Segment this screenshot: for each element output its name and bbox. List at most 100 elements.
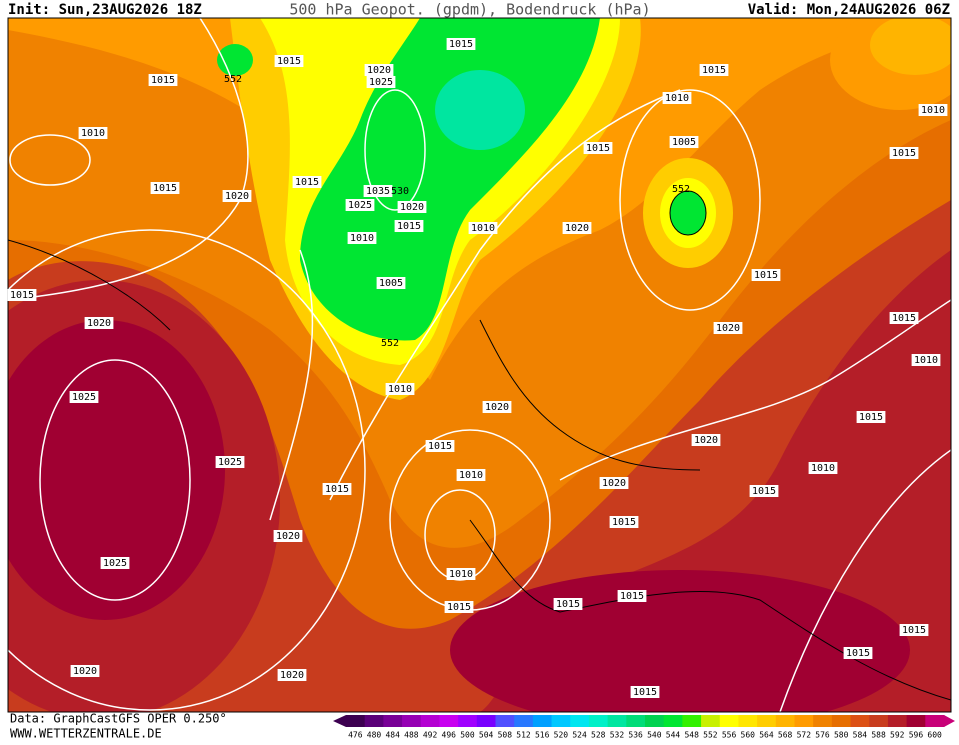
isobar-label-bg: [482, 401, 512, 413]
init-time: Init: Sun,23AUG2026 18Z: [8, 2, 202, 18]
isobar-label-bg: [468, 222, 498, 234]
isobar-label: 1015: [902, 625, 926, 636]
scale-label: 528: [591, 731, 606, 740]
scale-label: 484: [385, 731, 400, 740]
data-source: Data: GraphCastGFS OPER 0.250°: [10, 712, 227, 726]
isobar-label: 1020: [694, 435, 718, 446]
isobar-label-bg: [385, 383, 415, 395]
isobar-label: 1025: [72, 392, 96, 403]
isobar-label-bg: [148, 74, 178, 86]
isobar-label: 1015: [754, 270, 778, 281]
scale-label: 520: [554, 731, 569, 740]
website: WWW.WETTERZENTRALE.DE: [10, 727, 162, 741]
isobar-label: 1015: [556, 599, 580, 610]
scale-label: 580: [834, 731, 849, 740]
isobar-label: 1005: [379, 278, 403, 289]
isobar-label-bg: [397, 201, 427, 213]
map-title: 500 hPa Geopot. (gpdm), Bodendruck (hPa): [289, 1, 650, 19]
scale-label: 496: [442, 731, 457, 740]
isobar-label-bg: [274, 55, 304, 67]
isobar-label: 1015: [892, 313, 916, 324]
scale-swatch: [887, 715, 908, 727]
isobar-label: 1015: [10, 290, 34, 301]
isobar-label: 552: [672, 184, 690, 195]
scale-swatch: [850, 715, 870, 727]
isobar-label: 1015: [397, 221, 421, 232]
scale-label: 512: [516, 731, 531, 740]
map: [7, 17, 952, 713]
isobar-label: 552: [224, 74, 242, 85]
isobar-label: 1010: [811, 463, 835, 474]
isobar-label: 1020: [280, 670, 304, 681]
isobar-label: 1010: [471, 223, 495, 234]
isobar-label-bg: [456, 469, 486, 481]
isobar-label-bg: [918, 104, 948, 116]
isobar-label-bg: [7, 289, 37, 301]
scale-label: 544: [666, 731, 681, 740]
scale-label: 588: [871, 731, 886, 740]
scale-label: 572: [797, 731, 812, 740]
isobar-label: 1010: [914, 355, 938, 366]
isobar-label: 1015: [151, 75, 175, 86]
scale-label: 584: [853, 731, 868, 740]
scale-swatch: [925, 715, 945, 727]
scale-label: 576: [815, 731, 830, 740]
isobar-label-bg: [856, 411, 886, 423]
isobar-label-bg: [446, 568, 476, 580]
scale-swatch: [402, 715, 422, 727]
scale-label: 564: [759, 731, 774, 740]
isobar-label: 552: [381, 338, 399, 349]
isobar-label: 1020: [87, 318, 111, 329]
scale-swatch: [346, 715, 366, 727]
scale-label: 504: [479, 731, 494, 740]
isobar-label: 1015: [620, 591, 644, 602]
isobar-label: 1015: [633, 687, 657, 698]
scale-swatch: [420, 715, 440, 727]
isobar-label-bg: [394, 220, 424, 232]
scale-swatch: [906, 715, 926, 727]
scale-label: 532: [610, 731, 625, 740]
isobar-label-bg: [713, 322, 743, 334]
isobar-label-bg: [150, 182, 180, 194]
isobar-label: 1025: [348, 200, 372, 211]
isobar-label-bg: [363, 185, 393, 197]
scale-swatch: [775, 715, 795, 727]
scale-label: 500: [460, 731, 475, 740]
isobar-label: 1015: [612, 517, 636, 528]
valid-time: Valid: Mon,24AUG2026 06Z: [748, 2, 950, 18]
isobar-label-bg: [364, 64, 394, 76]
isobar-label: 530: [391, 186, 409, 197]
isobar-label-bg: [691, 434, 721, 446]
scale-label: 548: [684, 731, 699, 740]
isobar-label: 1020: [565, 223, 589, 234]
isobar-label: 1015: [449, 39, 473, 50]
scale-swatch: [495, 715, 515, 727]
scale-label: 600: [927, 731, 942, 740]
isobar-label-bg: [222, 190, 252, 202]
isobar-label-bg: [553, 598, 583, 610]
isobar-label: 1020: [716, 323, 740, 334]
isobar-label-bg: [617, 590, 647, 602]
isobar-label-bg: [366, 76, 396, 88]
isobar-label: 1015: [752, 486, 776, 497]
scale-swatch: [869, 715, 889, 727]
isobar-label-bg: [609, 516, 639, 528]
scale-label: 516: [535, 731, 550, 740]
isobar-label-bg: [446, 38, 476, 50]
scale-swatch: [458, 715, 478, 727]
isobar-label-bg: [84, 317, 114, 329]
isobar-label: 1010: [459, 470, 483, 481]
isobar-label-bg: [215, 456, 245, 468]
isobar-label: 1005: [672, 137, 696, 148]
isobar-label-bg: [322, 483, 352, 495]
isobar-label: 1010: [81, 128, 105, 139]
scale-swatch: [813, 715, 833, 727]
isobar-label: 1020: [276, 531, 300, 542]
isobar-label: 1015: [859, 412, 883, 423]
isobar-label-bg: [425, 440, 455, 452]
isobar-label: 1025: [103, 558, 127, 569]
scale-label: 596: [909, 731, 924, 740]
scale-swatch: [831, 715, 852, 727]
isobar-label-bg: [699, 64, 729, 76]
isobar-label: 1020: [602, 478, 626, 489]
